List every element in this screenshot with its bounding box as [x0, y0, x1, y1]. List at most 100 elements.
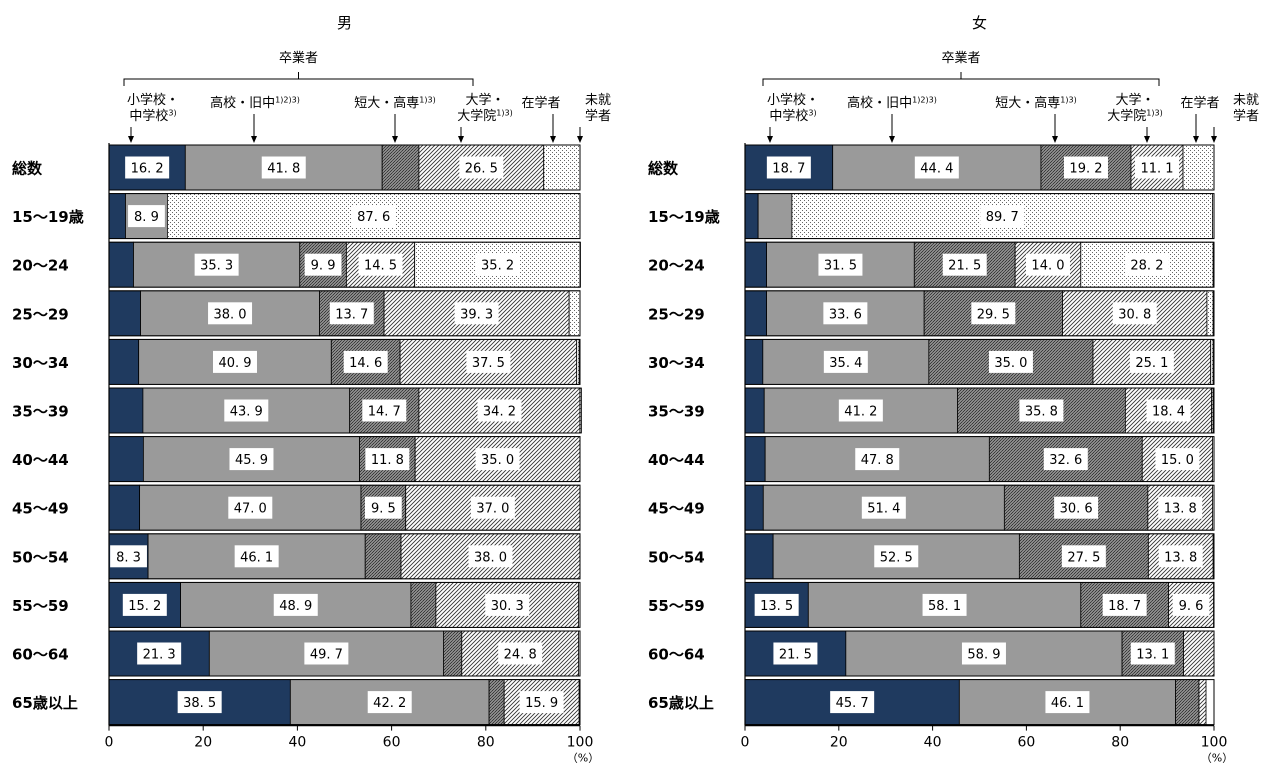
data-label: 8. 3 [116, 550, 141, 565]
bar-segment [1211, 339, 1213, 384]
data-label: 37. 5 [472, 356, 505, 371]
data-label: 18. 4 [1152, 405, 1185, 420]
category-label: 45～49 [12, 500, 69, 518]
legend-label: 学者 [585, 108, 611, 124]
x-tick-label: 0 [105, 735, 114, 751]
data-label: 46. 1 [1051, 696, 1084, 711]
bar-segment [109, 437, 143, 482]
data-label: 33. 6 [829, 307, 862, 322]
bar-segment [109, 291, 141, 336]
bar-segment [109, 388, 143, 433]
legend-arrow-head [889, 136, 895, 143]
data-label: 13. 8 [1164, 550, 1197, 565]
category-label: 20～24 [12, 257, 69, 275]
legend-arrow-head [1144, 136, 1150, 143]
data-label: 29. 5 [977, 307, 1010, 322]
x-tick-label: 40 [924, 735, 942, 751]
category-label: 15～19歳 [648, 208, 720, 226]
data-label: 21. 5 [948, 259, 981, 274]
bar-segment [109, 339, 139, 384]
data-label: 35. 4 [829, 356, 862, 371]
bar-segment [569, 291, 580, 336]
data-label: 48. 9 [279, 599, 312, 614]
legend-arrow-head [392, 136, 398, 143]
legend-label: 大学・ [465, 92, 504, 108]
data-label: 28. 2 [1130, 259, 1163, 274]
x-tick-label: 80 [477, 735, 495, 751]
data-label: 14. 6 [349, 356, 382, 371]
data-label: 30. 3 [491, 599, 524, 614]
chart-title: 男 [337, 14, 352, 32]
bar-segment [1183, 145, 1214, 190]
data-label: 39. 3 [460, 307, 493, 322]
data-label: 11. 1 [1140, 162, 1173, 177]
data-label: 31. 5 [824, 259, 857, 274]
data-label: 41. 2 [844, 405, 877, 420]
data-label: 30. 6 [1060, 502, 1093, 517]
data-label: 9. 9 [311, 259, 336, 274]
data-label: 9. 5 [371, 502, 396, 517]
data-label: 19. 2 [1069, 162, 1102, 177]
chart-title: 女 [972, 14, 987, 32]
data-label: 32. 6 [1049, 453, 1082, 468]
legend-arrow-head [1052, 136, 1058, 143]
bar-segment [1176, 680, 1199, 725]
category-label: 25～29 [12, 305, 69, 323]
data-label: 14. 0 [1031, 259, 1064, 274]
legend-label: 小学校・ [127, 92, 179, 108]
data-label: 9. 6 [1179, 599, 1204, 614]
data-label: 52. 5 [880, 550, 913, 565]
category-label: 35～39 [648, 403, 705, 421]
category-label: 65歳以上 [648, 694, 714, 712]
category-label: 30～34 [12, 354, 69, 372]
bar-segment [411, 582, 436, 627]
x-tick-label: 40 [288, 735, 306, 751]
group-label: 卒業者 [279, 50, 318, 66]
legend-label: 高校・旧中1)2)3) [847, 95, 937, 111]
x-tick-label: 0 [741, 735, 750, 751]
data-label: 26. 5 [465, 162, 498, 177]
x-tick-label: 60 [1017, 735, 1035, 751]
bar-segment [109, 194, 125, 239]
data-label: 14. 7 [368, 405, 401, 420]
legend-label: 在学者 [1180, 95, 1219, 111]
data-label: 8. 9 [134, 210, 159, 225]
group-bracket [124, 72, 473, 86]
data-label: 24. 8 [504, 648, 537, 663]
data-label: 13. 7 [335, 307, 368, 322]
data-label: 35. 8 [1025, 405, 1058, 420]
category-label: 40～44 [648, 451, 705, 469]
data-label: 58. 1 [928, 599, 961, 614]
data-label: 46. 1 [240, 550, 273, 565]
bar-segment [1207, 291, 1213, 336]
bar-segment [745, 339, 763, 384]
bar-segment [1184, 631, 1214, 676]
data-label: 35. 0 [481, 453, 514, 468]
category-label: 30～34 [648, 354, 705, 372]
bar-segment [745, 534, 773, 579]
legend-arrow-head [550, 136, 556, 143]
data-label: 21. 5 [779, 648, 812, 663]
bar-segment [745, 485, 763, 530]
category-label: 50～54 [12, 548, 69, 566]
data-label: 44. 4 [920, 162, 953, 177]
category-label: 総数 [12, 160, 43, 178]
data-label: 51. 4 [867, 502, 900, 517]
legend-label: 未就 [585, 93, 611, 108]
category-label: 45～49 [648, 500, 705, 518]
legend-arrow-head [251, 136, 257, 143]
bar-segment [1212, 388, 1213, 433]
data-label: 45. 7 [836, 696, 869, 711]
category-label: 40～44 [12, 451, 69, 469]
data-label: 58. 9 [967, 648, 1000, 663]
bar-segment [443, 631, 461, 676]
bar-segment [109, 485, 140, 530]
category-label: 総数 [648, 160, 679, 178]
legend-label: 未就 [1233, 93, 1259, 108]
legend-label: 短大・高専1)3) [995, 95, 1077, 111]
data-label: 47. 8 [861, 453, 894, 468]
data-label: 45. 9 [235, 453, 268, 468]
category-label: 50～54 [648, 548, 705, 566]
